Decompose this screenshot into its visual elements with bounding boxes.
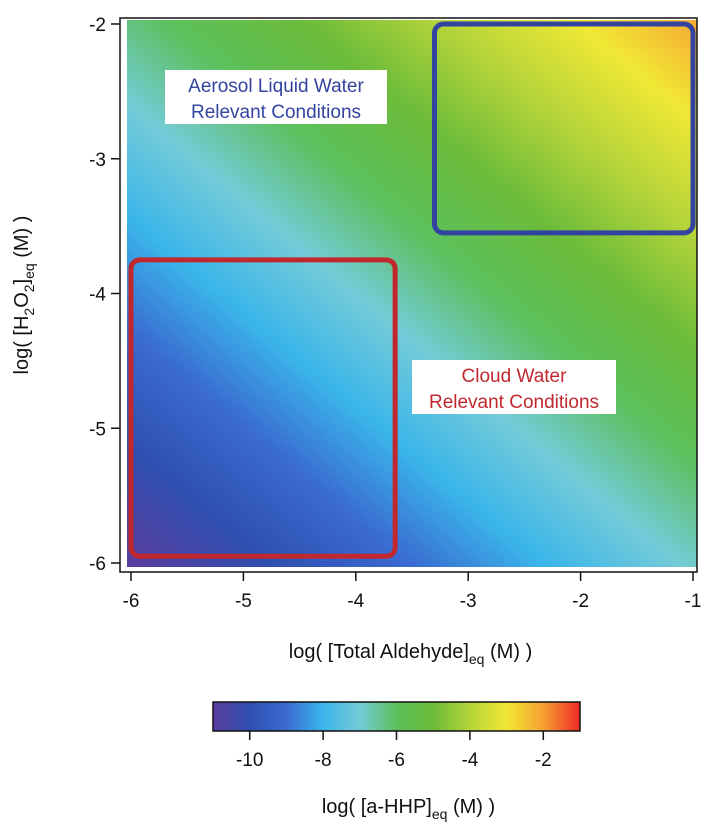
region-box xyxy=(431,21,696,236)
y-tick-label: -4 xyxy=(89,285,106,306)
colorbar-tick-label: -6 xyxy=(388,750,405,771)
region-label-line: Relevant Conditions xyxy=(191,102,361,123)
colorbar-tick-label: -2 xyxy=(535,750,552,771)
y-tick-label: -3 xyxy=(89,150,106,171)
x-axis-title: log( [Total Aldehyde]eq (M) ) xyxy=(289,641,532,667)
y-axis-title: log( [H2O2]eq (M) ) xyxy=(11,216,37,375)
colorbar-axis: -10 -8 -6 -4 -2 xyxy=(236,731,552,771)
region-label-background xyxy=(412,360,616,414)
x-tick-label: -6 xyxy=(123,591,140,612)
colorbar-tick-label: -4 xyxy=(461,750,478,771)
region-box xyxy=(128,257,398,559)
x-tick-label: -1 xyxy=(685,591,702,612)
x-tick-label: -4 xyxy=(347,591,364,612)
x-tick-label: -2 xyxy=(572,591,589,612)
y-tick-label: -6 xyxy=(89,554,106,575)
y-tick-label: -5 xyxy=(89,419,106,440)
region-label-line: Cloud Water xyxy=(462,366,568,387)
x-tick-label: -3 xyxy=(460,591,477,612)
y-tick-label: -2 xyxy=(89,15,106,36)
colorbar-tick-label: -10 xyxy=(236,750,263,771)
region-label-background xyxy=(165,70,387,124)
region-label-line: Aerosol Liquid Water xyxy=(188,76,364,97)
x-tick-label: -5 xyxy=(235,591,252,612)
plot-frame xyxy=(119,17,698,573)
y-axis: -2 -3 -4 -5 -6 xyxy=(89,15,120,575)
colorbar-title: log( [a-HHP]eq (M) ) xyxy=(322,796,495,822)
x-axis: -6 -5 -4 -3 -2 -1 xyxy=(123,572,702,612)
region-boxes: Aerosol Liquid Water Relevant Conditions C… xyxy=(128,21,696,559)
region-label-line: Relevant Conditions xyxy=(429,392,599,413)
colorbar xyxy=(212,701,581,732)
colorbar-tick-label: -8 xyxy=(315,750,332,771)
